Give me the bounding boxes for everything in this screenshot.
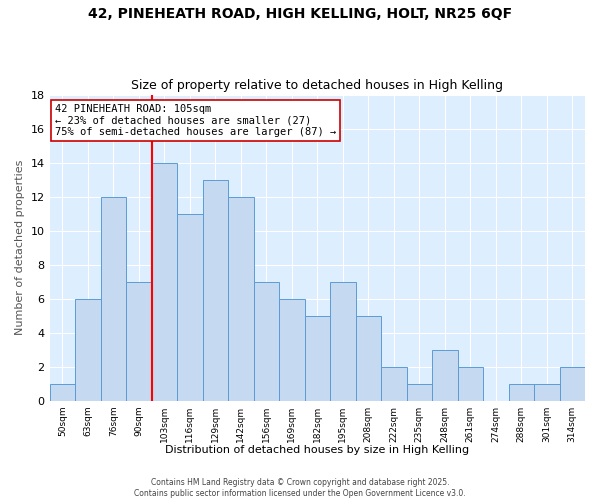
Bar [407,384,432,401]
X-axis label: Distribution of detached houses by size in High Kelling: Distribution of detached houses by size … [165,445,469,455]
Bar [203,180,228,401]
Bar [152,162,177,401]
Bar [560,367,585,401]
Bar [381,367,407,401]
Y-axis label: Number of detached properties: Number of detached properties [15,160,25,336]
Bar [228,196,254,401]
Bar [356,316,381,401]
Bar [177,214,203,401]
Title: Size of property relative to detached houses in High Kelling: Size of property relative to detached ho… [131,79,503,92]
Text: Contains HM Land Registry data © Crown copyright and database right 2025.
Contai: Contains HM Land Registry data © Crown c… [134,478,466,498]
Bar [458,367,483,401]
Bar [101,196,126,401]
Text: 42 PINEHEATH ROAD: 105sqm
← 23% of detached houses are smaller (27)
75% of semi-: 42 PINEHEATH ROAD: 105sqm ← 23% of detac… [55,104,336,137]
Bar [509,384,534,401]
Bar [75,299,101,401]
Bar [279,299,305,401]
Bar [534,384,560,401]
Text: 42, PINEHEATH ROAD, HIGH KELLING, HOLT, NR25 6QF: 42, PINEHEATH ROAD, HIGH KELLING, HOLT, … [88,8,512,22]
Bar [50,384,75,401]
Bar [330,282,356,401]
Bar [432,350,458,401]
Bar [254,282,279,401]
Bar [305,316,330,401]
Bar [126,282,152,401]
